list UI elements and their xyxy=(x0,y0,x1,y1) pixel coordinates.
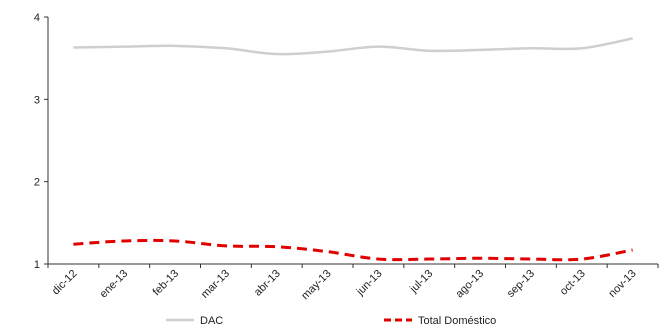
series-line-1 xyxy=(73,238,633,262)
y-tick-label-3: 3 xyxy=(34,94,40,106)
chart-axes: 1 2 3 4 dic-12 ene-13 feb-13 mar-13 abr-13 may-13… xyxy=(34,12,659,302)
chart-legend: DAC Total Doméstico xyxy=(166,315,496,326)
legend-label-dac: DAC xyxy=(200,315,223,326)
y-tick-label-1: 1 xyxy=(34,259,40,271)
x-tick-label-mar-13: mar-13 xyxy=(199,268,232,301)
series-line-0 xyxy=(73,37,633,56)
x-tick-label-dic-12: dic-12 xyxy=(50,268,80,298)
x-tick-label-feb-13: feb-13 xyxy=(151,268,182,299)
x-tick-label-jul-13: jul-13 xyxy=(407,268,435,296)
x-tick-label-oct-13: oct-13 xyxy=(558,268,588,298)
y-tick-label-2: 2 xyxy=(34,177,40,189)
x-tick-label-ago-13: ago-13 xyxy=(453,268,486,301)
x-tick-label-nov-13: nov-13 xyxy=(606,268,638,300)
x-tick-label-may-13: may-13 xyxy=(299,268,333,302)
x-tick-label-abr-13: abr-13 xyxy=(252,268,283,299)
chart-series xyxy=(73,37,633,262)
x-tick-label-jun-13: jun-13 xyxy=(354,268,385,299)
legend-label-total-domestico: Total Doméstico xyxy=(418,315,496,326)
y-tick-label-4: 4 xyxy=(34,12,40,24)
x-tick-label-sep-13: sep-13 xyxy=(505,268,537,300)
x-tick-label-ene-13: ene-13 xyxy=(98,268,131,301)
